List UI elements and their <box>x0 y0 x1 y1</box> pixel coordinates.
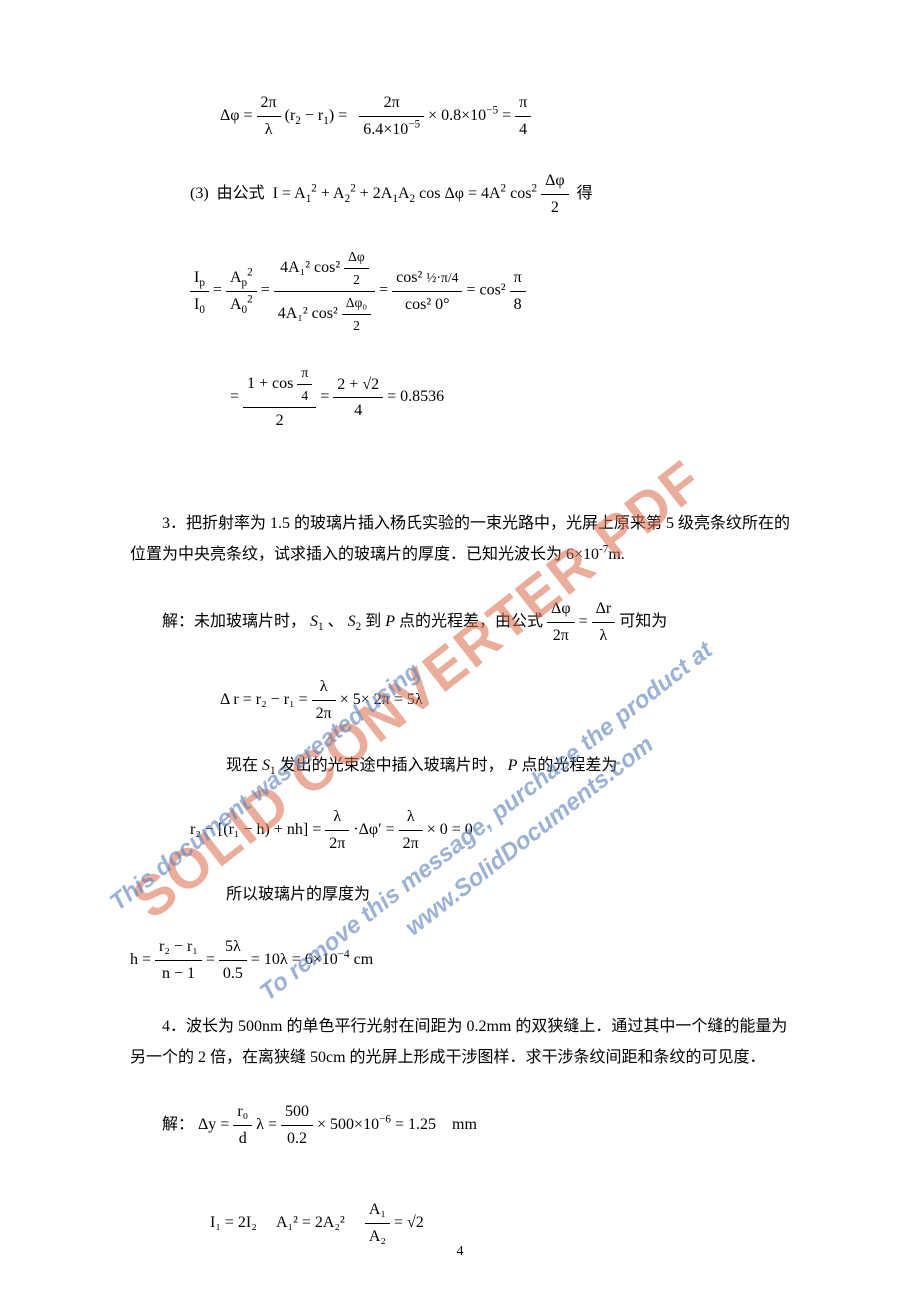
problem-4: 4．波长为 500nm 的单色平行光射在间距为 0.2mm 的双狭缝上．通过其中… <box>130 1012 790 1073</box>
equation-intensity-formula: (3) 由公式 I = A12 + A22 + 2A1A2 cos Δφ = 4… <box>130 168 790 220</box>
eq1-lhs: Δφ = <box>220 107 253 124</box>
solution-4-eq-spacing: 解： Δy = r₀ d λ = 500 0.2 × 500×10−6 = 1.… <box>130 1099 790 1151</box>
solution-3-intro: 解：未加玻璃片时， S1 、 S2 到 P 点的光程差，由公式 Δφ 2π = … <box>130 596 790 648</box>
equation-ratio-line2: = 1 + cos π 4 2 = 2 + √2 4 = 0.8536 <box>130 362 790 433</box>
solution-3-line2: 现在 S1 发出的光束途中插入玻璃片时， P 点的光程差为 <box>130 753 790 779</box>
eq1-frac3: π 4 <box>515 90 531 142</box>
solution-3-eq-path-diff: r₂ − [(r₁ − h) + nh] = λ 2π ·Δφ′ = λ 2π … <box>130 804 790 856</box>
page-number: 4 <box>0 1244 920 1260</box>
equation-delta-phi: Δφ = 2π λ (r2 − r1) = 2π 6.4×10−5 × 0.8×… <box>130 90 790 142</box>
solution-3-eq-delta-r: Δ r = r₂ − r₁ = λ 2π × 5× 2π = 5λ <box>130 674 790 726</box>
problem-3: 3．把折射率为 1.5 的玻璃片插入杨氏实验的一束光路中，光屏上原来第 5 级亮… <box>130 509 790 570</box>
solution-3-line3: 所以玻璃片的厚度为 <box>130 882 790 908</box>
solution-4-eq-amplitude: I₁ = 2I₂ A₁² = 2A₂² A₁ A₂ = √2 <box>130 1197 790 1249</box>
eq1-frac1: 2π λ <box>257 90 281 142</box>
page: Δφ = 2π λ (r2 − r1) = 2π 6.4×10−5 × 0.8×… <box>0 0 920 1300</box>
problem-3-num: 3 <box>162 515 170 532</box>
eq2-prefix: (3) <box>190 185 209 202</box>
solution-3-eq-thickness: h = r₂ − r₁ n − 1 = 5λ 0.5 = 10λ = 6×10−… <box>130 934 790 986</box>
equation-ratio-line1: Ip I0 = Ap2 A02 = 4A₁² cos² Δφ 2 4A₁² co… <box>130 246 790 336</box>
eq1-frac2: 2π 6.4×10−5 <box>359 90 424 142</box>
